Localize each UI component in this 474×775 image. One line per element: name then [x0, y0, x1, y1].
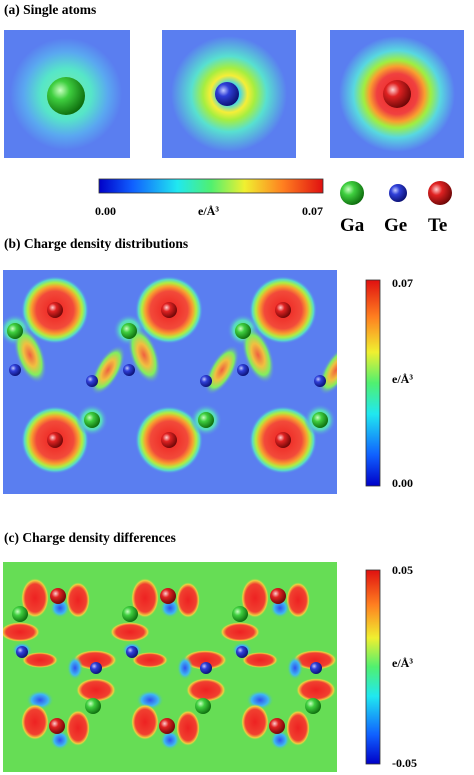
colorbar-a-max: 0.07 — [302, 204, 323, 218]
charge-density-difference-map — [3, 562, 337, 772]
charge-density-map — [3, 270, 337, 494]
colorbar-a-unit: e/Å³ — [198, 204, 219, 218]
legend-ge-ball — [389, 184, 407, 202]
single-atom-ga-map — [4, 30, 130, 158]
legend-ga-label: Ga — [340, 215, 365, 236]
colorbar-b-unit: e/Å³ — [392, 372, 413, 386]
panel-b-title: (b) Charge density distributions — [4, 236, 189, 251]
single-atom-te-map — [330, 30, 464, 158]
colorbar-c — [365, 569, 381, 765]
colorbar-b-min: 0.00 — [392, 476, 413, 490]
legend-te-label: Te — [428, 215, 448, 236]
legend-ge-label: Ge — [384, 215, 408, 236]
colorbar-b — [365, 279, 381, 487]
colorbar-a-min: 0.00 — [95, 204, 116, 218]
panel-a-title: (a) Single atoms — [4, 2, 97, 17]
legend-te-ball — [428, 181, 452, 205]
colorbar-c-max: 0.05 — [392, 563, 413, 577]
legend-ga-ball — [340, 181, 364, 205]
panel-c-title: (c) Charge density differences — [4, 530, 176, 545]
single-atom-ge-map — [162, 30, 296, 158]
colorbar-a — [98, 178, 324, 194]
colorbar-c-unit: e/Å³ — [392, 656, 413, 670]
colorbar-b-max: 0.07 — [392, 276, 413, 290]
colorbar-c-min: -0.05 — [392, 756, 417, 770]
